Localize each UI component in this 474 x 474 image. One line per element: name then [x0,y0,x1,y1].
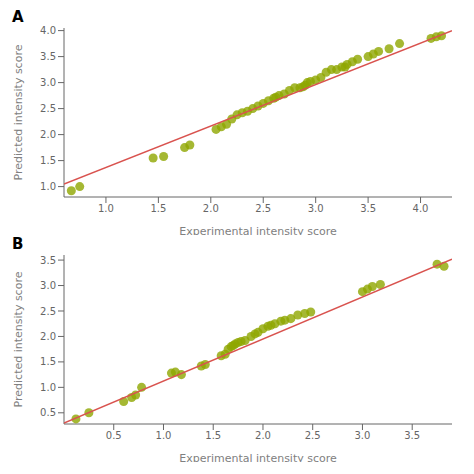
svg-text:Predicted intensity score: Predicted intensity score [12,271,25,407]
svg-text:2.0: 2.0 [40,129,56,140]
svg-text:3.0: 3.0 [308,203,324,214]
svg-text:1.5: 1.5 [150,203,166,214]
svg-text:3.0: 3.0 [40,280,56,291]
svg-text:1.5: 1.5 [205,430,221,441]
svg-text:0.5: 0.5 [106,430,122,441]
svg-text:4.0: 4.0 [40,25,56,36]
svg-text:1.0: 1.0 [156,430,172,441]
svg-text:4.0: 4.0 [413,203,429,214]
svg-text:2.0: 2.0 [255,430,271,441]
html-text:A: A [12,8,24,26]
svg-text:3.5: 3.5 [360,203,376,214]
svg-text:3.5: 3.5 [404,430,420,441]
svg-text:1.5: 1.5 [40,356,56,367]
svg-text:2.0: 2.0 [203,203,219,214]
svg-text:Predicted intensity score: Predicted intensity score [12,44,25,180]
svg-text:0.5: 0.5 [40,407,56,418]
svg-text:Experimental intensity score: Experimental intensity score [179,452,337,462]
svg-text:1.0: 1.0 [40,181,56,192]
svg-text:3.5: 3.5 [40,51,56,62]
svg-text:3.0: 3.0 [40,77,56,88]
svg-text:2.5: 2.5 [255,203,271,214]
svg-text:3.0: 3.0 [355,430,371,441]
svg-text:1.0: 1.0 [40,382,56,393]
svg-text:2.0: 2.0 [40,331,56,342]
svg-text:2.5: 2.5 [40,103,56,114]
svg-text:2.5: 2.5 [40,306,56,317]
svg-text:Experimental intensity score: Experimental intensity score [179,225,337,235]
svg-text:2.5: 2.5 [305,430,321,441]
svg-text:3.5: 3.5 [40,255,56,266]
html-text:B: B [12,235,24,253]
svg-text:1.5: 1.5 [40,155,56,166]
svg-text:1.0: 1.0 [98,203,114,214]
